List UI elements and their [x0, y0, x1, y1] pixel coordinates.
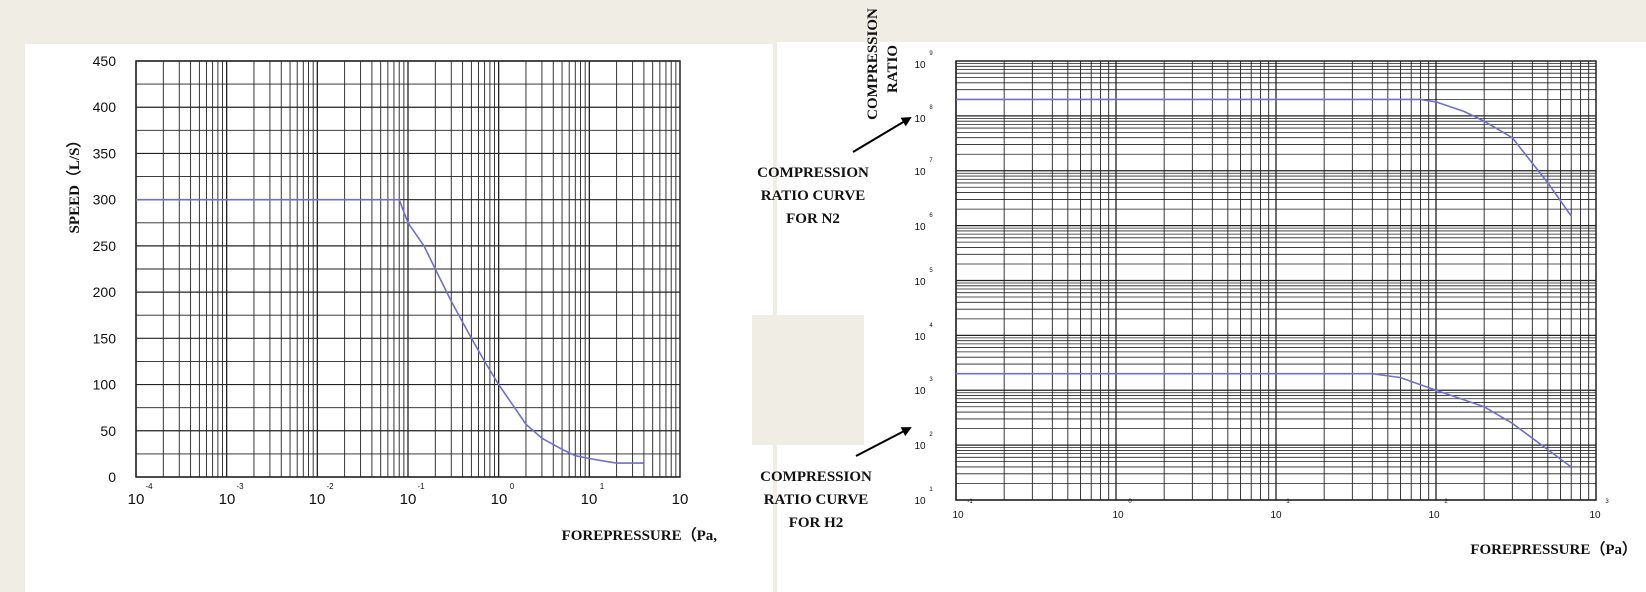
compression-y-tick-exponent: 8	[929, 105, 933, 111]
speed-y-tick-label: 50	[100, 423, 116, 439]
h2-series-line	[956, 372, 1572, 468]
speed-y-tick-label: 350	[93, 145, 117, 161]
speed-y-axis-label: SPEED（L/S）	[65, 133, 83, 234]
compression-x-tick-exponent: 0	[1128, 499, 1132, 505]
compression-x-tick-exponent: 1	[1286, 499, 1290, 505]
compression-x-tick-base: 10	[1112, 510, 1124, 521]
speed-x-tick-base: 10	[309, 491, 326, 508]
compression-y-tick-base: 10	[914, 167, 926, 178]
compression-y-tick-exponent: 5	[929, 268, 933, 274]
speed-x-tick-base: 10	[400, 491, 417, 508]
speed-x-tick-exponent: -2	[326, 482, 334, 491]
n2-series-line	[956, 98, 1572, 217]
h2-annotation-line: FOR H2	[788, 515, 844, 531]
background-gap	[752, 315, 864, 445]
compression-plot-frame	[955, 60, 1597, 501]
n2-annotation: COMPRESSION RATIO CURVE FOR N2	[738, 162, 888, 231]
compression-y-tick-base: 10	[914, 332, 926, 343]
speed-x-axis-label: FOREPRESSURE（Pa,	[562, 526, 718, 544]
compression-x-tick-exponent: 3	[1605, 499, 1609, 505]
compression-y-tick-exponent: 6	[929, 213, 933, 219]
compression-y-axis-label: COMPRESSION	[865, 8, 881, 120]
speed-series-line	[136, 198, 644, 464]
speed-y-tick-label: 450	[93, 53, 117, 69]
compression-y-tick-base: 10	[914, 386, 926, 397]
compression-x-tick-base: 10	[1270, 510, 1282, 521]
compression-y-tick-exponent: 3	[929, 377, 933, 383]
speed-y-tick-label: 300	[93, 192, 117, 208]
speed-x-tick-exponent: -3	[236, 482, 244, 491]
compression-x-tick-base: 10	[1428, 510, 1440, 521]
speed-y-tick-label: 400	[93, 99, 117, 115]
speed-y-tick-label: 100	[93, 377, 117, 393]
compression-y-tick-base: 10	[914, 441, 926, 452]
compression-y-tick-base: 10	[914, 114, 926, 125]
speed-x-tick-exponent: -1	[417, 482, 425, 491]
speed-x-tick-exponent: 1	[600, 482, 605, 491]
n2-annotation-line: FOR N2	[786, 211, 840, 227]
speed-y-tick-label: 150	[93, 330, 117, 346]
compression-y-tick-exponent: 9	[929, 51, 933, 57]
n2-annotation-line: RATIO CURVE	[760, 188, 866, 204]
speed-x-tick-base: 10	[672, 491, 689, 508]
speed-x-tick-exponent: -4	[145, 482, 153, 491]
h2-annotation-line: RATIO CURVE	[763, 492, 869, 508]
compression-y-tick-base: 10	[914, 277, 926, 288]
compression-x-axis-label: FOREPRESSURE（Pa）	[1470, 540, 1637, 558]
compression-y-tick-exponent: 7	[929, 158, 933, 164]
compression-y-tick-exponent: 2	[929, 432, 933, 438]
speed-x-tick-exponent: 0	[510, 482, 515, 491]
speed-x-tick-base: 10	[581, 491, 598, 508]
compression-grid	[955, 61, 1596, 501]
n2-arrow	[852, 116, 912, 153]
compression-y-tick-base: 10	[914, 496, 926, 507]
compression-y-tick-base: 10	[914, 222, 926, 233]
n2-annotation-line: COMPRESSION	[757, 165, 869, 181]
h2-arrow	[855, 427, 912, 457]
h2-annotation: COMPRESSION RATIO CURVE FOR H2	[741, 466, 891, 535]
compression-x-tick-base: 10	[1589, 510, 1601, 521]
speed-plot-frame	[135, 60, 681, 478]
compression-y-axis-label: RATIO	[885, 45, 901, 93]
compression-y-tick-exponent: 4	[929, 323, 933, 329]
speed-x-tick-base: 10	[491, 491, 508, 508]
speed-y-tick-label: 0	[108, 469, 116, 485]
speed-grid	[135, 60, 680, 478]
speed-x-tick-base: 10	[219, 491, 236, 508]
speed-y-tick-label: 200	[93, 284, 117, 300]
h2-annotation-line: COMPRESSION	[760, 469, 872, 485]
speed-x-tick-base: 10	[128, 491, 145, 508]
compression-y-tick-base: 10	[914, 60, 926, 71]
compression-x-tick-base: 10	[952, 510, 964, 521]
compression-x-tick-exponent: -1	[967, 499, 973, 505]
compression-x-tick-exponent: 2	[1444, 499, 1448, 505]
speed-y-tick-label: 250	[93, 238, 117, 254]
compression-y-tick-exponent: 1	[929, 487, 933, 493]
